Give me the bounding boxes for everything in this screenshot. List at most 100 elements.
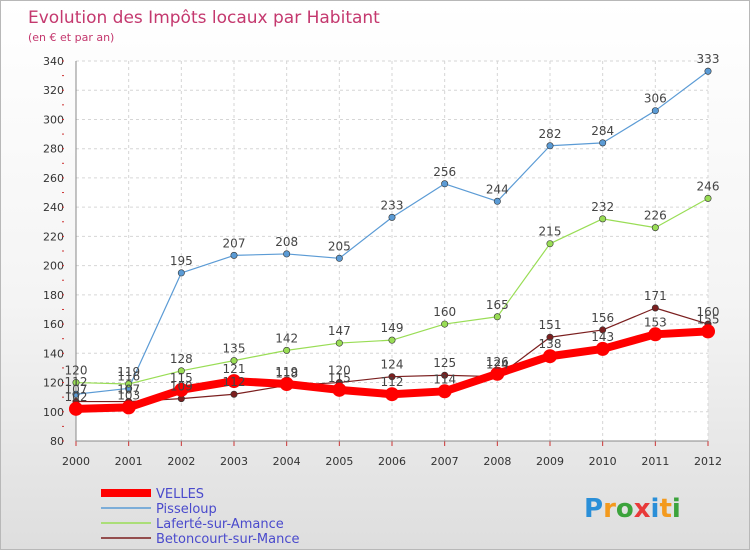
data-label: 135 bbox=[223, 342, 246, 356]
data-label: 156 bbox=[591, 311, 614, 325]
data-label: 147 bbox=[328, 324, 351, 338]
y-tick-label: 140 bbox=[43, 347, 64, 360]
data-label: 109 bbox=[170, 380, 193, 394]
data-label: 153 bbox=[644, 315, 667, 329]
y-tick-label: 160 bbox=[43, 318, 64, 331]
data-label: 233 bbox=[381, 198, 404, 212]
data-point bbox=[230, 357, 238, 365]
data-label: 119 bbox=[117, 365, 140, 379]
y-tick-label: 120 bbox=[43, 377, 64, 390]
data-labels: 112 116 195 207 208 205 233 256 244 282 284 306 333 1… bbox=[65, 52, 720, 404]
data-label: 114 bbox=[433, 372, 456, 386]
series-lines bbox=[69, 67, 715, 416]
data-label: 124 bbox=[381, 358, 404, 372]
data-point bbox=[227, 374, 241, 389]
x-tick-label: 2004 bbox=[273, 455, 301, 468]
data-point bbox=[651, 224, 659, 232]
x-tick-label: 2009 bbox=[536, 455, 564, 468]
data-label: 256 bbox=[433, 165, 456, 179]
data-point bbox=[388, 336, 396, 344]
x-tick-label: 2008 bbox=[483, 455, 511, 468]
y-tick-label: 340 bbox=[43, 55, 64, 68]
data-point bbox=[69, 401, 83, 416]
data-point bbox=[595, 341, 610, 356]
data-point bbox=[174, 382, 189, 397]
data-point bbox=[72, 379, 80, 387]
data-label: 102 bbox=[65, 390, 88, 404]
data-label: 112 bbox=[65, 375, 88, 389]
data-label: 115 bbox=[170, 371, 193, 385]
data-point bbox=[177, 367, 185, 375]
data-label: 165 bbox=[486, 298, 509, 312]
data-point bbox=[546, 240, 554, 248]
y-tick-label: 280 bbox=[43, 143, 64, 156]
y-tick-label: 260 bbox=[43, 172, 64, 185]
data-label: 306 bbox=[644, 92, 667, 106]
data-point bbox=[704, 67, 712, 75]
y-tick-label: 200 bbox=[43, 260, 64, 273]
data-label: 125 bbox=[433, 356, 456, 370]
data-label: 244 bbox=[486, 182, 509, 196]
legend-entry: Pisseloup bbox=[156, 502, 217, 517]
data-point bbox=[283, 250, 291, 258]
y-tick-label: 100 bbox=[43, 406, 64, 419]
data-point bbox=[230, 390, 238, 398]
x-tick-label: 2005 bbox=[325, 455, 353, 468]
x-tick-label: 2002 bbox=[167, 455, 195, 468]
data-label: 195 bbox=[170, 254, 193, 268]
x-tick-label: 2011 bbox=[641, 455, 669, 468]
data-label: 107 bbox=[65, 383, 88, 397]
data-point bbox=[332, 382, 347, 397]
data-point bbox=[441, 180, 449, 188]
data-label: 215 bbox=[539, 225, 562, 239]
data-point bbox=[335, 254, 343, 262]
y-tick-label: 80 bbox=[50, 435, 64, 448]
data-label: 112 bbox=[381, 375, 404, 389]
chart-subtitle: (en € et par an) bbox=[28, 31, 114, 44]
data-label: 205 bbox=[328, 239, 351, 253]
y-tick-label: 300 bbox=[43, 113, 64, 126]
data-point bbox=[493, 197, 501, 205]
data-label: 128 bbox=[170, 352, 193, 366]
data-label: 126 bbox=[486, 355, 509, 369]
data-label: 282 bbox=[539, 127, 562, 141]
data-point bbox=[546, 333, 554, 341]
logo-text: Proxiti bbox=[584, 494, 681, 524]
data-label: 121 bbox=[223, 362, 246, 376]
data-label: 208 bbox=[275, 235, 298, 249]
legend-entry: Betoncourt-sur-Mance bbox=[156, 532, 299, 547]
legend-entry: Laferté-sur-Amance bbox=[156, 517, 284, 532]
data-point bbox=[490, 366, 505, 381]
data-point bbox=[546, 142, 554, 150]
y-tick-label: 320 bbox=[43, 84, 64, 97]
data-point bbox=[441, 371, 449, 379]
data-label: 103 bbox=[117, 388, 140, 402]
data-label: 160 bbox=[697, 305, 720, 319]
y-tick-label: 220 bbox=[43, 230, 64, 243]
data-point bbox=[599, 215, 607, 223]
data-label: 333 bbox=[697, 52, 720, 66]
data-point bbox=[651, 107, 659, 115]
data-label: 226 bbox=[644, 209, 667, 223]
data-point bbox=[441, 320, 449, 328]
data-label: 116 bbox=[117, 369, 140, 383]
data-label: 171 bbox=[644, 289, 667, 303]
data-label: 120 bbox=[328, 364, 351, 378]
data-label: 151 bbox=[539, 318, 562, 332]
data-label: 207 bbox=[223, 236, 246, 250]
x-tick-label: 2001 bbox=[115, 455, 143, 468]
data-label: 115 bbox=[328, 371, 351, 385]
data-label: 119 bbox=[275, 365, 298, 379]
data-point bbox=[704, 194, 712, 202]
data-point bbox=[335, 339, 343, 347]
data-point bbox=[543, 349, 557, 364]
data-point bbox=[283, 346, 291, 354]
y-tick-label: 180 bbox=[43, 289, 64, 302]
data-point bbox=[125, 380, 133, 388]
data-point bbox=[599, 326, 607, 334]
data-label: 284 bbox=[591, 124, 614, 138]
data-point bbox=[651, 304, 659, 312]
x-tick-label: 2003 bbox=[220, 455, 248, 468]
y-tick-label: 240 bbox=[43, 201, 64, 214]
data-point bbox=[230, 251, 238, 259]
